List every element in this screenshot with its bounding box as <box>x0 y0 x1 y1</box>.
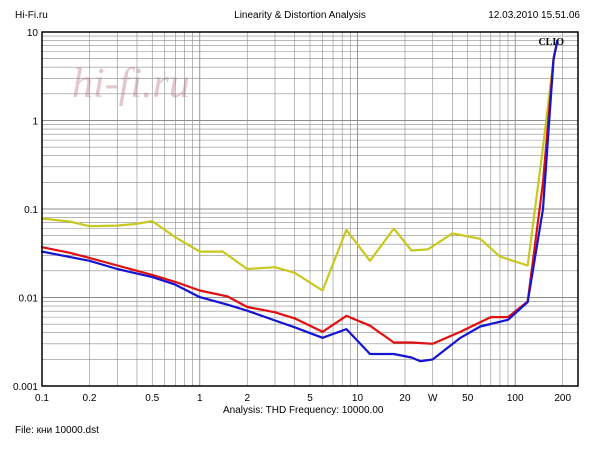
x-tick-label: 0.2 <box>83 393 97 404</box>
y-tick-label: 10 <box>27 28 39 39</box>
y-axis-ticks: 10 1 0.1 0.01 0.001 <box>13 28 38 393</box>
file-name: File: кни 10000.dst <box>15 425 99 436</box>
x-tick-label: 50 <box>462 393 474 404</box>
x-tick-label: 2 <box>244 393 250 404</box>
series-line <box>40 39 559 345</box>
x-tick-label: 20 <box>399 393 411 404</box>
plot-frame <box>41 31 579 387</box>
y-tick-label: 1 <box>32 117 38 128</box>
watermark-layer: hi-fi.ru <box>72 61 190 107</box>
y-tick-label: 0.01 <box>19 294 39 305</box>
analysis-info: Analysis: THD Frequency: 10000.00 <box>223 405 384 416</box>
header-timestamp: 12.03.2010 15.51.06 <box>488 10 580 21</box>
x-tick-label: W <box>428 393 438 404</box>
chart-title: Linearity & Distortion Analysis <box>234 10 366 21</box>
series-line <box>40 39 559 363</box>
x-tick-label: 200 <box>554 393 571 404</box>
series-line <box>40 39 559 292</box>
chart-series <box>40 39 559 363</box>
x-tick-label: 0.5 <box>145 393 159 404</box>
x-tick-label: 5 <box>307 393 313 404</box>
chart-grid <box>42 32 578 386</box>
chart-frame <box>41 31 579 387</box>
x-tick-label: 10 <box>352 393 364 404</box>
x-axis-ticks: 0.1 0.2 0.5 1 2 5 10 20 W 50 100 200 <box>35 393 571 404</box>
y-tick-label: 0.1 <box>24 205 38 216</box>
clio-logo: CLIO <box>538 37 564 48</box>
header-site-name: Hi-Fi.ru <box>15 10 48 21</box>
y-tick-label: 0.001 <box>13 382 38 393</box>
x-tick-label: 0.1 <box>35 393 49 404</box>
watermark-text: hi-fi.ru <box>72 61 190 107</box>
x-tick-label: 100 <box>507 393 524 404</box>
x-tick-label: 1 <box>197 393 203 404</box>
